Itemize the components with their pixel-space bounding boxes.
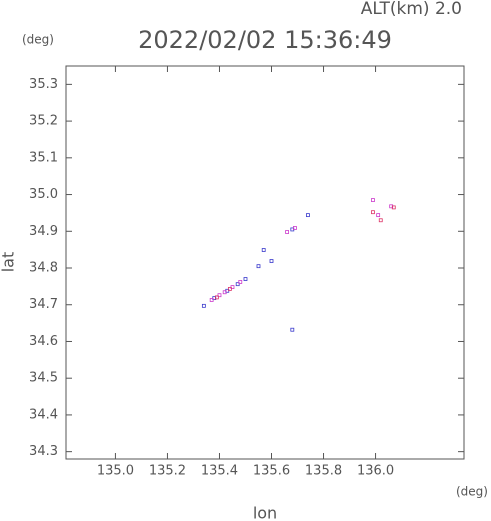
point bbox=[217, 293, 222, 298]
point bbox=[227, 287, 232, 291]
y-tick-label: 35.3 bbox=[29, 77, 58, 92]
point bbox=[371, 198, 375, 202]
point bbox=[285, 230, 290, 234]
y-tick-label: 35.1 bbox=[29, 150, 58, 165]
point bbox=[290, 327, 295, 332]
point bbox=[391, 205, 396, 210]
point bbox=[261, 248, 266, 252]
y-tick-label: 35.2 bbox=[29, 114, 58, 129]
x-unit: (deg) bbox=[456, 485, 488, 499]
point bbox=[238, 280, 243, 284]
point bbox=[209, 298, 214, 302]
y-tick-label: 34.8 bbox=[29, 261, 58, 276]
point bbox=[378, 218, 383, 223]
y-tick-label: 34.6 bbox=[29, 334, 58, 349]
x-tick-label: 135.8 bbox=[305, 464, 342, 479]
y-tick-label: 34.7 bbox=[29, 297, 58, 312]
x-tick-label: 135.6 bbox=[253, 464, 290, 479]
point bbox=[256, 264, 261, 269]
x-tick-label: 136.0 bbox=[357, 464, 394, 479]
point bbox=[235, 282, 240, 287]
y-tick-label: 34.3 bbox=[29, 444, 58, 459]
point bbox=[293, 226, 297, 230]
y-tick-label: 35.0 bbox=[29, 187, 58, 202]
point bbox=[214, 295, 219, 300]
point bbox=[222, 290, 227, 295]
subtitle: ALT(km) 2.0 bbox=[361, 0, 462, 19]
y-tick-label: 34.5 bbox=[29, 371, 58, 386]
point bbox=[306, 213, 310, 218]
x-tick-label: 135.0 bbox=[97, 464, 134, 479]
plot-frame bbox=[65, 65, 465, 460]
y-tick-label: 34.4 bbox=[29, 407, 58, 422]
y-tick-label: 34.9 bbox=[29, 224, 58, 239]
point bbox=[269, 259, 274, 263]
point bbox=[243, 277, 248, 281]
x-tick-label: 135.2 bbox=[149, 464, 186, 479]
point bbox=[376, 213, 381, 218]
chart-title: 2022/02/02 15:36:49 bbox=[138, 26, 392, 54]
y-unit: (deg) bbox=[22, 33, 54, 47]
point bbox=[201, 303, 206, 308]
point bbox=[371, 210, 375, 215]
y-label: lat bbox=[0, 252, 18, 273]
x-tick-label: 135.4 bbox=[201, 464, 238, 479]
x-label: lon bbox=[253, 504, 277, 521]
